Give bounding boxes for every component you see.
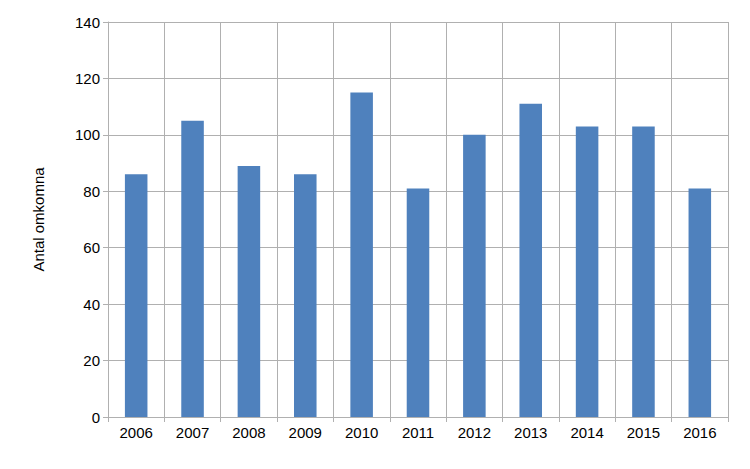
svg-text:2007: 2007: [176, 424, 209, 441]
svg-text:Antal omkomna: Antal omkomna: [30, 167, 47, 272]
svg-text:2014: 2014: [570, 424, 603, 441]
svg-text:2011: 2011: [402, 424, 434, 441]
svg-text:40: 40: [83, 296, 100, 313]
svg-text:2009: 2009: [289, 424, 322, 441]
svg-text:140: 140: [75, 14, 100, 31]
svg-text:2016: 2016: [683, 424, 716, 441]
svg-text:2006: 2006: [119, 424, 152, 441]
svg-text:2008: 2008: [232, 424, 265, 441]
svg-text:2013: 2013: [514, 424, 547, 441]
svg-text:80: 80: [83, 183, 100, 200]
svg-text:2015: 2015: [627, 424, 660, 441]
svg-text:120: 120: [75, 70, 100, 87]
svg-text:0: 0: [92, 409, 100, 426]
svg-text:2010: 2010: [345, 424, 378, 441]
svg-text:100: 100: [75, 126, 100, 143]
svg-text:20: 20: [83, 352, 100, 369]
svg-text:2012: 2012: [458, 424, 491, 441]
svg-text:60: 60: [83, 239, 100, 256]
